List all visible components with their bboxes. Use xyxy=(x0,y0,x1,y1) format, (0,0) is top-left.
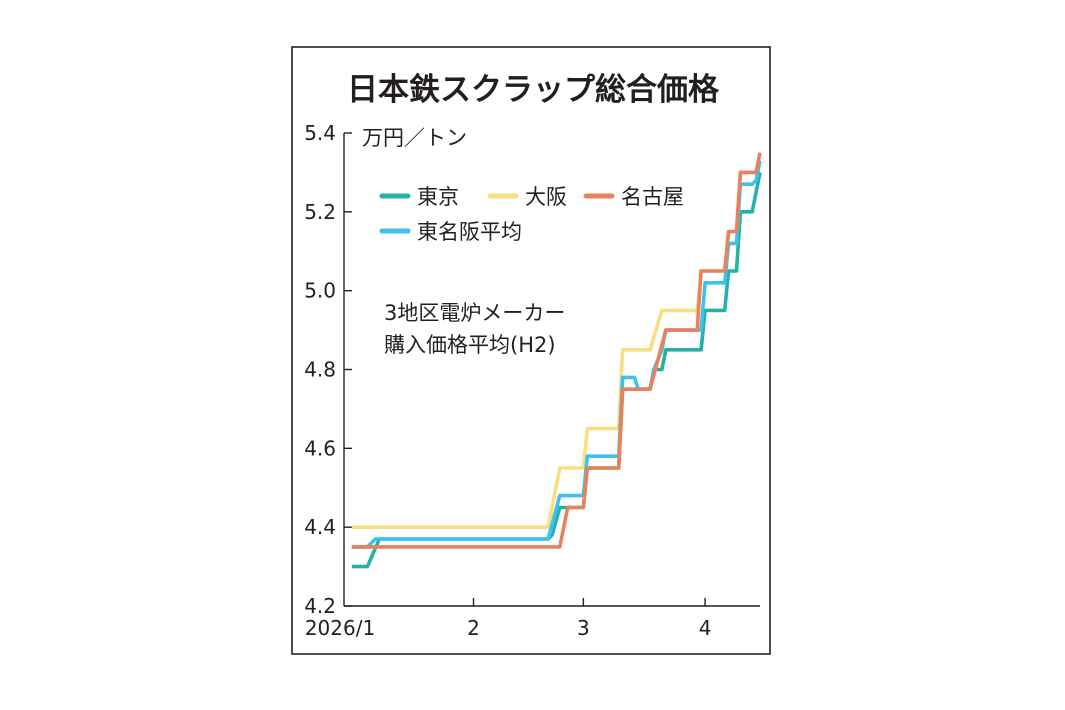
annotation-line-2: 購入価格平均(H2) xyxy=(384,333,556,357)
x-tick-label: 2026/1 xyxy=(305,616,375,640)
y-tick-label: 5.0 xyxy=(304,279,336,303)
legend-item: 大阪 xyxy=(487,185,567,209)
series-line-3 xyxy=(351,152,762,549)
legend-item: 東名阪平均 xyxy=(379,220,522,244)
legend-item: 東京 xyxy=(379,185,459,209)
x-tick-label: 3 xyxy=(577,616,590,640)
legend-label: 名古屋 xyxy=(621,185,684,209)
x-tick-label: 2 xyxy=(467,616,480,640)
unit-label: 万円／トン xyxy=(362,126,467,150)
legend-label: 大阪 xyxy=(525,185,567,209)
annotation-line-1: 3地区電炉メーカー xyxy=(384,301,565,325)
legend-item: 名古屋 xyxy=(583,185,684,209)
y-tick-label: 4.6 xyxy=(304,436,336,460)
chart-title: 日本鉄スクラップ総合価格 xyxy=(347,72,720,108)
y-tick-label: 5.4 xyxy=(304,121,336,145)
x-tick-label: 4 xyxy=(699,616,712,640)
y-axis: 4.2 4.4 4.6 4.8 5.0 5.2 5.4 xyxy=(304,121,352,618)
x-axis: 2026/1 2 3 4 xyxy=(305,598,760,640)
y-tick-label: 4.8 xyxy=(304,358,336,382)
legend-label: 東名阪平均 xyxy=(417,220,522,244)
y-tick-label: 4.2 xyxy=(304,594,336,618)
y-tick-label: 5.2 xyxy=(304,200,336,224)
series-layer xyxy=(351,152,762,569)
legend-label: 東京 xyxy=(417,185,459,209)
y-tick-label: 4.4 xyxy=(304,515,336,539)
